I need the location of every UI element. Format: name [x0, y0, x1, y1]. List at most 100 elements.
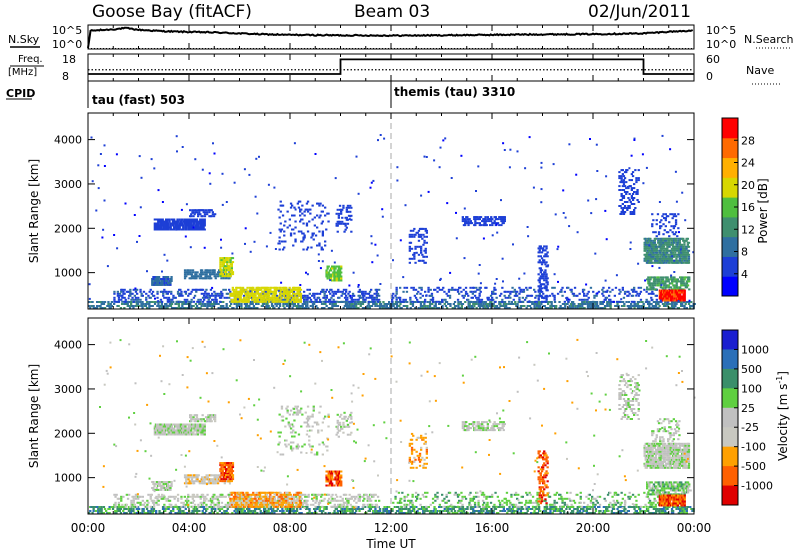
power-cell — [374, 243, 377, 246]
velocity-cell — [424, 508, 427, 510]
velocity-cell — [97, 508, 100, 510]
power-cell — [494, 307, 498, 309]
velocity-cell — [132, 508, 135, 510]
power-cell — [158, 301, 161, 303]
power-cell — [375, 296, 378, 299]
power-cell — [685, 307, 688, 309]
power-cell — [200, 228, 203, 231]
power-cell — [160, 303, 163, 305]
power-cell — [583, 294, 586, 297]
velocity-cell — [198, 510, 201, 512]
velocity-cell — [311, 512, 315, 514]
power-cell — [294, 238, 297, 241]
power-cell — [349, 210, 352, 213]
velocity-cell — [145, 512, 149, 514]
velocity-cell — [382, 512, 385, 514]
power-cell — [684, 219, 687, 222]
power-cell — [379, 134, 382, 136]
power-cell — [499, 301, 502, 303]
power-cell — [304, 300, 307, 303]
power-cell — [393, 307, 396, 309]
power-cell — [460, 154, 463, 157]
nsky-series-line — [87, 26, 694, 49]
power-cell — [326, 277, 329, 280]
power-cell — [664, 219, 667, 222]
power-cell — [674, 245, 677, 248]
power-cell — [258, 300, 262, 303]
power-cell — [590, 212, 593, 215]
power-cell — [170, 292, 173, 295]
power-cell — [406, 307, 409, 309]
velocity-cell — [482, 510, 485, 512]
velocity-cell — [265, 512, 268, 514]
velocity-cell — [320, 512, 324, 514]
power-cell — [315, 305, 318, 307]
power-cell — [342, 206, 345, 209]
power-region-11 — [335, 204, 353, 233]
power-cell — [311, 234, 314, 237]
power-cell — [184, 290, 188, 293]
power-cell — [499, 303, 502, 305]
power-cell — [668, 241, 671, 244]
power-cell — [333, 261, 336, 264]
power-cell — [539, 261, 542, 264]
power-cell — [146, 270, 148, 273]
power-cell — [334, 300, 338, 303]
power-cell — [115, 300, 118, 303]
power-cell — [283, 298, 286, 301]
power-cell — [251, 290, 254, 293]
power-cell — [373, 292, 376, 295]
power-cell — [420, 251, 423, 254]
velocity-cell — [119, 508, 123, 510]
power-cell — [664, 305, 667, 307]
power-cell — [337, 214, 340, 217]
power-cell — [296, 286, 299, 289]
power-cell — [308, 296, 311, 299]
power-cell — [662, 233, 665, 236]
power-cell — [637, 301, 641, 303]
power-cell — [658, 282, 661, 285]
power-cell — [307, 307, 310, 309]
power-cell — [628, 199, 631, 201]
power-cell — [545, 285, 548, 288]
power-cell — [667, 293, 670, 296]
velocity-cell — [343, 508, 346, 510]
power-cell — [630, 197, 633, 199]
power-cell — [460, 290, 463, 293]
power-cell — [230, 263, 233, 266]
power-cell — [153, 301, 157, 303]
power-cell — [635, 181, 638, 184]
power-cell — [350, 296, 353, 299]
power-cell — [652, 280, 656, 283]
power-cell — [134, 287, 137, 290]
velocity-cell — [264, 508, 267, 510]
power-cell — [256, 290, 259, 293]
velocity-cell — [327, 512, 330, 514]
power-cell — [117, 294, 121, 297]
power-cell — [246, 296, 249, 299]
power-cell — [676, 255, 679, 258]
velocity-cell — [293, 510, 296, 512]
power-cell — [208, 277, 212, 280]
power-cell — [138, 235, 141, 237]
power-cell — [456, 290, 460, 293]
velocity-cell — [105, 510, 108, 512]
velocity-cell — [349, 510, 352, 512]
power-cell — [650, 288, 653, 291]
power-cell — [190, 301, 193, 303]
power-cell — [126, 305, 129, 307]
power-cell — [545, 247, 548, 250]
power-cell — [664, 293, 667, 296]
power-cell — [668, 289, 672, 292]
power-cell — [229, 275, 232, 278]
power-cell — [110, 301, 113, 303]
power-cell — [649, 284, 652, 287]
power-cell — [196, 220, 200, 223]
power-cell — [346, 218, 350, 221]
power-cell — [317, 296, 321, 299]
power-cell — [246, 292, 249, 295]
power-cell — [408, 245, 411, 248]
power-cell — [362, 290, 365, 293]
power-cell — [658, 201, 661, 203]
velocity-cell — [250, 510, 253, 512]
